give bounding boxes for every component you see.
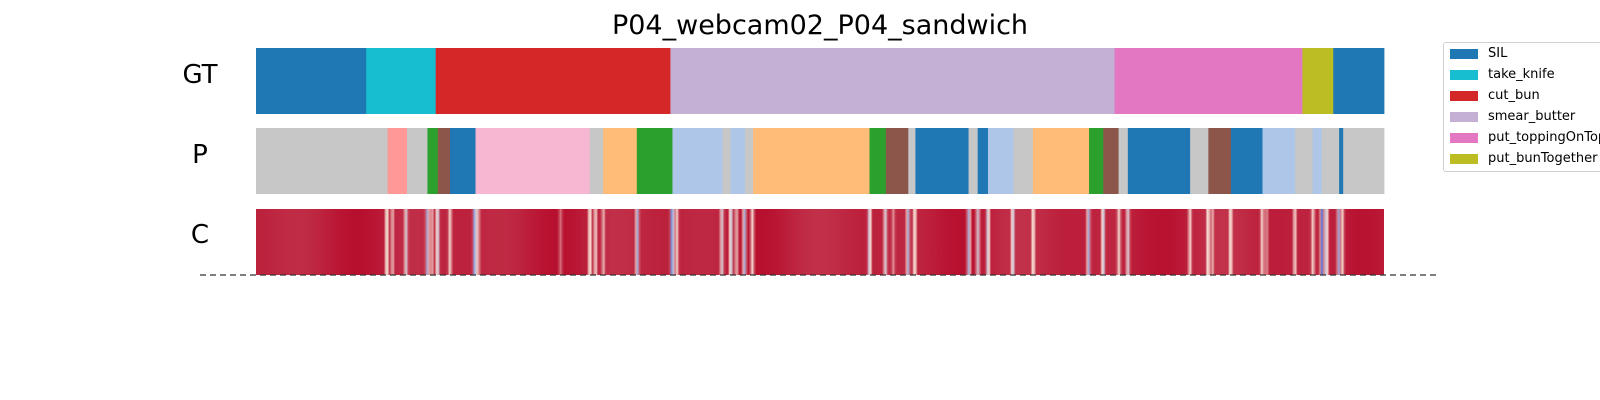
row-label-p: P <box>192 140 208 170</box>
p-segment-16 <box>885 128 909 194</box>
legend-item-smear-butter: smear_butter <box>1450 106 1575 127</box>
legend-item-put-bun-together: put_bunTogether <box>1450 148 1597 169</box>
gt-segment-3 <box>670 48 1115 114</box>
p-segment-23 <box>1032 128 1090 194</box>
gt-segment-0 <box>256 48 367 114</box>
p-segment-36 <box>1343 128 1385 194</box>
legend-label-put-topping-on-top: put_toppingOnTop <box>1488 130 1600 145</box>
p-segment-10 <box>672 128 723 194</box>
p-bar-row <box>256 128 1385 194</box>
legend-label-put-bun-together: put_bunTogether <box>1488 151 1598 166</box>
legend-label-sil: SIL <box>1488 46 1508 61</box>
p-segment-20 <box>977 128 989 194</box>
p-segment-3 <box>427 128 439 194</box>
p-segment-15 <box>869 128 887 194</box>
row-label-c: C <box>190 220 210 250</box>
p-segment-22 <box>1013 128 1034 194</box>
chart-title: P04_webcam02_P04_sandwich <box>611 10 1029 41</box>
legend-swatch-sil <box>1450 48 1478 59</box>
p-segment-19 <box>968 128 979 194</box>
gt-segment-4 <box>1114 48 1303 114</box>
p-segment-4 <box>437 128 451 194</box>
legend-item-take-knife: take_knife <box>1450 64 1555 85</box>
p-segment-31 <box>1262 128 1296 194</box>
p-segment-24 <box>1089 128 1104 194</box>
p-segment-13 <box>744 128 754 194</box>
p-segment-28 <box>1190 128 1209 194</box>
legend-swatch-cut-bun <box>1450 90 1478 101</box>
legend: SIL take_knife cut_bun smear_butter put_… <box>1443 42 1600 172</box>
legend-item-cut-bun: cut_bun <box>1450 85 1540 106</box>
legend-swatch-put-bun-together <box>1450 153 1478 164</box>
p-segment-11 <box>722 128 732 194</box>
p-segment-1 <box>387 128 408 194</box>
p-segment-5 <box>450 128 476 194</box>
legend-swatch-take-knife <box>1450 69 1478 80</box>
confidence-bar <box>256 209 1384 275</box>
p-segment-27 <box>1127 128 1191 194</box>
p-segment-21 <box>987 128 1014 194</box>
p-segment-7 <box>589 128 604 194</box>
p-segment-6 <box>475 128 591 194</box>
p-segment-33 <box>1312 128 1323 194</box>
legend-label-take-knife: take_knife <box>1488 67 1555 82</box>
p-segment-2 <box>407 128 428 194</box>
p-segment-0 <box>256 128 389 194</box>
p-segment-17 <box>908 128 916 194</box>
p-segment-12 <box>730 128 746 194</box>
legend-label-cut-bun: cut_bun <box>1488 88 1540 103</box>
p-segment-25 <box>1103 128 1119 194</box>
gt-segment-6 <box>1333 48 1385 114</box>
p-segment-29 <box>1208 128 1232 194</box>
legend-label-smear-butter: smear_butter <box>1488 109 1576 124</box>
gt-bar-row <box>256 48 1385 114</box>
p-segment-8 <box>603 128 638 194</box>
p-segment-18 <box>915 128 969 194</box>
p-segment-26 <box>1118 128 1129 194</box>
p-segment-35 <box>1339 128 1344 194</box>
gt-segment-1 <box>366 48 437 114</box>
legend-swatch-put-topping-on-top <box>1450 132 1478 143</box>
gt-segment-2 <box>435 48 671 114</box>
p-segment-30 <box>1230 128 1263 194</box>
p-segment-34 <box>1321 128 1340 194</box>
gt-segment-5 <box>1302 48 1334 114</box>
legend-item-put-topping-on-top: put_toppingOnTop <box>1450 127 1600 148</box>
row-label-gt: GT <box>182 60 218 90</box>
legend-item-sil: SIL <box>1450 43 1507 64</box>
p-segment-14 <box>753 128 870 194</box>
p-segment-9 <box>636 128 673 194</box>
legend-swatch-smear-butter <box>1450 111 1478 122</box>
p-segment-32 <box>1295 128 1313 194</box>
